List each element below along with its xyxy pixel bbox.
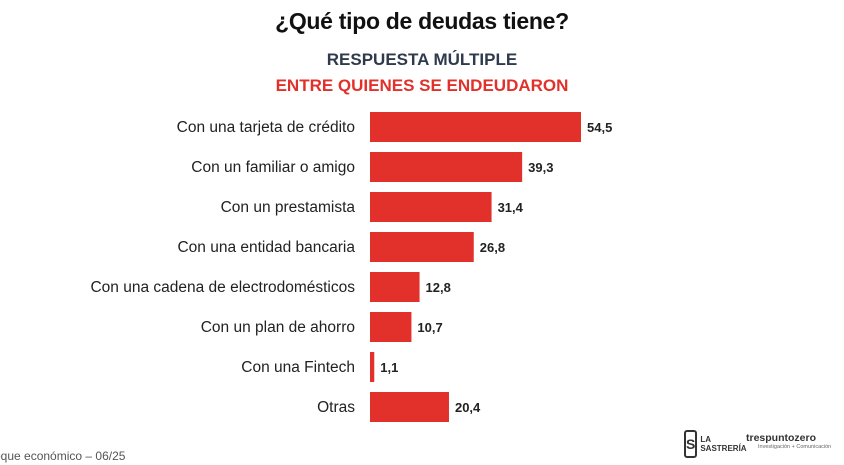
category-label: Con una tarjeta de crédito — [177, 119, 355, 136]
value-label: 12,8 — [426, 280, 451, 295]
category-label: Con un familiar o amigo — [191, 159, 355, 176]
category-label: Con un prestamista — [221, 199, 356, 216]
category-label: Con una entidad bancaria — [177, 239, 355, 256]
bar — [370, 272, 420, 302]
bar — [370, 352, 375, 382]
category-label: Con un plan de ahorro — [201, 319, 355, 336]
value-label: 1,1 — [380, 360, 398, 375]
bar — [370, 392, 449, 422]
value-label: 31,4 — [498, 200, 524, 215]
chart-title: ¿Qué tipo de deudas tiene? — [275, 8, 569, 34]
la-sastreria-logo: S LA SASTRERÍA — [684, 430, 747, 458]
category-label: Otras — [317, 399, 355, 416]
bar — [370, 112, 581, 142]
trespuntozero-logo-sub: Investigación + Comunicación — [758, 444, 832, 450]
la-sastreria-logo-text: LA SASTRERÍA — [700, 435, 747, 453]
category-label: Con una cadena de electrodomésticos — [90, 279, 355, 296]
footer-source: oque económico – 06/25 — [0, 449, 126, 463]
la-sastreria-mark-icon: S — [684, 430, 698, 458]
value-label: 26,8 — [480, 240, 505, 255]
trespuntozero-logo: trespuntozero Investigación + Comunicaci… — [746, 432, 842, 456]
trespuntozero-logo-name: trespuntozero — [746, 432, 817, 444]
value-label: 20,4 — [455, 400, 481, 415]
value-label: 10,7 — [417, 320, 442, 335]
chart-subtitle-indebted: ENTRE QUIENES SE ENDEUDARON — [275, 76, 569, 95]
value-label: 39,3 — [528, 160, 553, 175]
bar — [370, 152, 523, 182]
bar — [370, 312, 412, 342]
bar — [370, 232, 474, 262]
value-label: 54,5 — [587, 120, 612, 135]
bar — [370, 192, 492, 222]
chart-subtitle-multiple: RESPUESTA MÚLTIPLE — [326, 50, 518, 69]
category-label: Con una Fintech — [241, 359, 355, 376]
